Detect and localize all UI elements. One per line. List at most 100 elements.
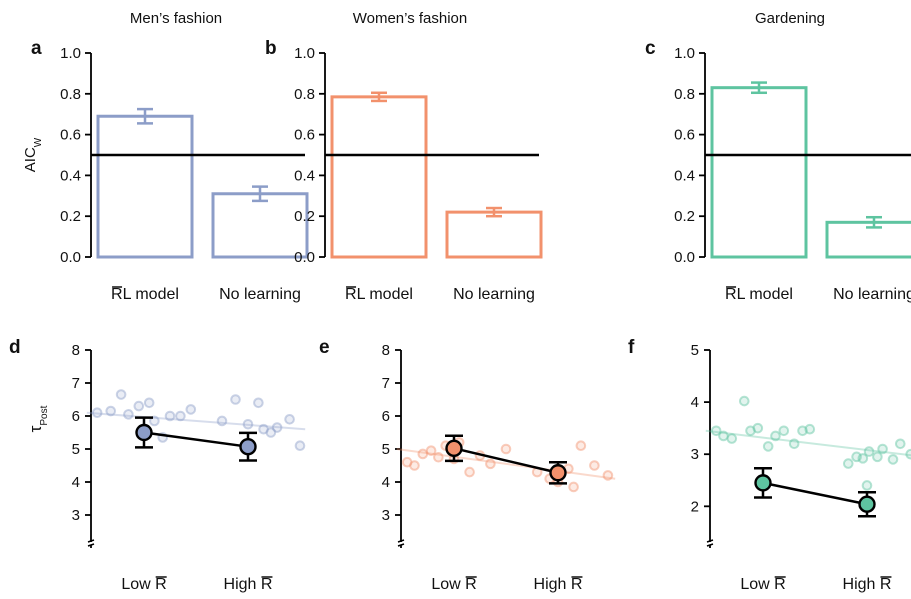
data-point <box>294 440 306 452</box>
data-point <box>409 460 420 471</box>
y-tick-label: 0.6 <box>294 127 315 144</box>
data-point <box>123 409 134 420</box>
panel-title: Men’s fashion <box>130 10 222 27</box>
panel-letter: e <box>319 337 330 358</box>
y-tick-label: 0.4 <box>294 167 315 184</box>
data-point <box>804 423 816 435</box>
y-tick-label: 3 <box>382 507 390 524</box>
y-tick-label: 8 <box>382 342 390 359</box>
data-point <box>602 470 614 481</box>
category-label: Low R <box>431 576 476 593</box>
y-axis-label-sub: W <box>33 137 44 147</box>
y-tick-label: 0.6 <box>674 127 695 144</box>
y-tick-label: 0.8 <box>674 86 695 103</box>
y-tick-label: 0.2 <box>60 208 81 225</box>
data-point <box>242 418 254 430</box>
y-axis-label-main: AIC <box>22 147 39 172</box>
data-point <box>738 395 750 407</box>
data-point <box>216 415 228 427</box>
mean-line <box>143 431 249 448</box>
data-point <box>872 451 883 463</box>
y-tick-label: 1.0 <box>60 45 81 62</box>
y-tick-label: 0.0 <box>674 249 695 266</box>
category-label: RL model <box>725 286 793 303</box>
panel-title: Gardening <box>755 10 825 27</box>
y-axis-label: τPost <box>26 405 50 432</box>
data-point <box>464 466 475 478</box>
y-axis-label-main: τ <box>26 425 45 432</box>
y-tick-label: 7 <box>382 375 390 392</box>
category-label: High R <box>534 576 583 593</box>
mean-point <box>239 437 257 456</box>
data-point <box>905 448 911 460</box>
y-tick-label: 0.8 <box>60 86 81 103</box>
bar <box>211 192 309 259</box>
data-point <box>433 451 444 463</box>
data-point <box>710 425 722 437</box>
panel-letter: a <box>31 38 42 59</box>
y-tick-label: 1.0 <box>674 45 695 62</box>
data-point <box>718 430 729 442</box>
category-label: No learning <box>453 286 535 303</box>
data-point <box>500 443 512 455</box>
data-point <box>726 433 738 444</box>
data-point <box>185 404 197 415</box>
mean-line <box>453 447 559 474</box>
data-point <box>568 481 579 493</box>
data-point <box>877 443 888 455</box>
bar <box>330 95 428 259</box>
y-tick-label: 0.0 <box>60 249 81 266</box>
data-point <box>762 441 774 452</box>
bar <box>96 114 194 259</box>
data-point <box>265 427 277 438</box>
y-tick-label: 0.2 <box>674 208 695 225</box>
y-tick-label: 0.6 <box>60 127 81 144</box>
y-tick-label: 3 <box>72 507 80 524</box>
mean-line <box>762 481 868 506</box>
data-point <box>164 410 176 422</box>
data-point <box>253 397 264 409</box>
panel-d: d 3 4 5 6 7 8 τPost Low R High R <box>9 337 306 593</box>
category-label: Low R <box>740 576 785 593</box>
bar <box>710 86 808 259</box>
data-point <box>752 422 764 434</box>
y-tick-label: 4 <box>382 474 390 491</box>
y-tick-label: 7 <box>72 375 80 392</box>
data-point <box>425 445 437 456</box>
data-point <box>417 448 429 460</box>
y-tick-label: 5 <box>382 441 390 458</box>
mean-point <box>445 439 463 458</box>
data-point <box>115 389 127 400</box>
data-point <box>133 400 145 412</box>
data-point <box>745 425 756 437</box>
mean-point <box>135 423 153 442</box>
data-point <box>143 397 155 409</box>
y-tick-label: 0.8 <box>294 86 315 103</box>
data-point <box>887 454 899 465</box>
data-point <box>401 456 413 468</box>
data-point <box>575 440 587 452</box>
category-label: RL model <box>111 286 179 303</box>
y-axis-label: AICW <box>22 137 44 172</box>
data-point <box>778 425 790 437</box>
panel-letter: f <box>628 337 635 358</box>
data-point <box>894 438 906 450</box>
panel-b: Women’s fashion b 0.0 0.2 0.4 0.6 0.8 1.0 RL mod… <box>265 10 543 303</box>
y-tick-label: 5 <box>72 441 80 458</box>
y-tick-label: 1.0 <box>294 45 315 62</box>
data-point <box>842 458 854 469</box>
mean-point <box>549 464 567 482</box>
data-point <box>91 407 103 419</box>
data-point <box>770 430 781 442</box>
data-point <box>589 460 600 471</box>
category-label: High R <box>224 576 273 593</box>
data-point <box>857 453 869 464</box>
panel-a: Men’s fashion a 0.0 0.2 0.4 0.6 0.8 1.0 AICW RL m… <box>22 10 309 303</box>
mean-point <box>754 474 772 492</box>
category-label: No learning <box>219 286 301 303</box>
y-axis-label-sub: Post <box>39 405 50 425</box>
y-tick-label: 8 <box>72 342 80 359</box>
y-tick-label: 6 <box>382 408 390 425</box>
panel-f: f 2 3 4 5 Low R High R <box>628 337 911 593</box>
